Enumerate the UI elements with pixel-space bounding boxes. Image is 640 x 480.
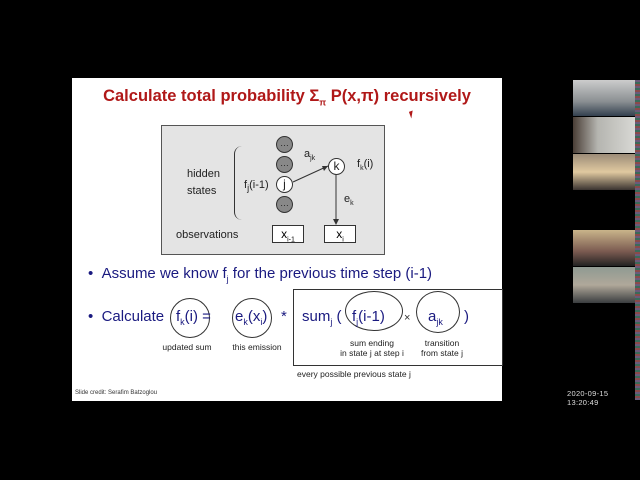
bullet-assume: • Assume we know fj for the previous tim… xyxy=(88,265,433,284)
fk-term: fk(i) = xyxy=(176,308,211,327)
shared-slide: Calculate total probability Σπ P(x,π) re… xyxy=(72,78,503,401)
every-state-label: every possible previous state j xyxy=(297,369,411,379)
participant-video[interactable] xyxy=(573,267,635,303)
e-label: ek xyxy=(344,193,354,208)
fj-label: fj(i-1) xyxy=(244,179,269,194)
times-sign: × xyxy=(404,312,411,324)
sum-ending-label: sum ending in state j at step i xyxy=(340,338,404,358)
sum-box xyxy=(293,289,503,366)
emission-label: this emission xyxy=(232,342,282,352)
participant-video[interactable] xyxy=(573,80,635,116)
fj-term: fj(i-1) xyxy=(352,308,385,327)
mouse-cursor-icon xyxy=(408,110,416,119)
state-node: … xyxy=(276,196,293,213)
states-label: states xyxy=(187,185,217,197)
participant-video[interactable] xyxy=(573,117,635,153)
observations-label: observations xyxy=(176,229,239,241)
hmm-diagram: hidden states fj(i-1) … … j … ajk k fk(i… xyxy=(161,125,385,255)
slide-credit: Slide credit: Serafim Batzoglou xyxy=(75,390,158,396)
participant-video[interactable] xyxy=(573,230,635,266)
a-term: ajk xyxy=(428,308,443,327)
transition-label: transition from state j xyxy=(420,338,464,358)
slide-title: Calculate total probability Σπ P(x,π) re… xyxy=(103,87,471,108)
multiply-star: * xyxy=(281,308,287,325)
state-node: … xyxy=(276,136,293,153)
state-node: … xyxy=(276,156,293,173)
state-node-j: j xyxy=(276,176,293,193)
state-node-k: k xyxy=(328,158,345,175)
bullet-calculate: • Calculate xyxy=(88,308,165,325)
participant-video[interactable] xyxy=(573,154,635,190)
brace xyxy=(234,146,243,220)
timestamp: 2020-09-15 13:20:49 xyxy=(567,389,609,407)
updated-sum-label: updated sum xyxy=(162,342,212,352)
paren-close: ) xyxy=(464,308,469,325)
sum-term: sumj ( xyxy=(302,308,342,327)
a-label: ajk xyxy=(304,148,316,163)
hidden-label: hidden xyxy=(187,168,221,180)
ek-term: ek(xi) xyxy=(235,308,268,327)
diagram-arrows xyxy=(292,165,339,225)
observation-prev: xi-1 xyxy=(272,225,304,243)
video-edge-noise xyxy=(635,80,640,400)
observation-current: xi xyxy=(324,225,356,243)
fk-label: fk(i) xyxy=(357,158,374,173)
